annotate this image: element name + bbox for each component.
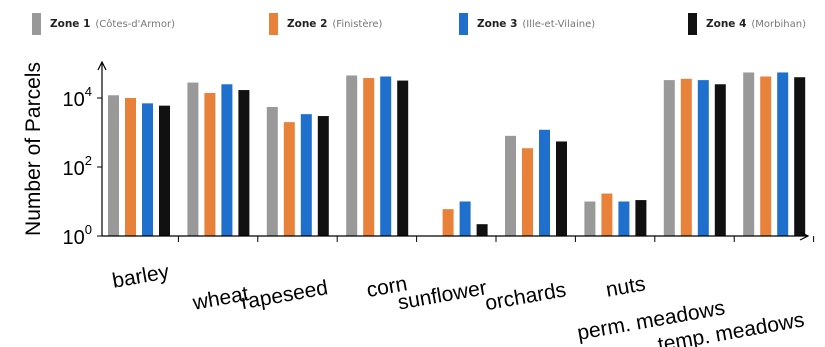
- x-axis-arrow: [799, 231, 810, 241]
- bar-rapeseed-zone-2: [283, 122, 295, 236]
- y-tick-label: 104: [63, 84, 92, 111]
- bar-temp-meadows-zone-4: [794, 77, 806, 236]
- bar-temp-meadows-zone-1: [743, 72, 755, 236]
- legend-swatch-zone-2: [269, 13, 278, 35]
- bar-barley-zone-4: [159, 105, 170, 236]
- bar-barley-zone-2: [125, 98, 136, 236]
- legend-note-zone-4: (Morbihan): [751, 18, 806, 30]
- legend-item-zone-4: Zone 4 (Morbihan): [688, 13, 806, 35]
- bar-rapeseed-zone-1: [266, 106, 278, 236]
- bar-perm-meadows-zone-4: [714, 84, 726, 236]
- bar-wheat-zone-1: [187, 82, 199, 236]
- y-tick-label: 100: [63, 222, 92, 249]
- bar-nuts-zone-3: [618, 201, 630, 236]
- bar-sunflower-zone-3: [459, 201, 471, 236]
- bar-barley-zone-3: [142, 103, 153, 236]
- bar-temp-meadows-zone-3: [777, 72, 789, 236]
- axes-layer: [97, 60, 815, 242]
- x-tick-label-barley: barley: [111, 260, 172, 293]
- legend-note-zone-1: (Côtes-d'Armor): [95, 18, 176, 30]
- bar-corn-zone-2: [363, 77, 375, 236]
- bar-corn-zone-4: [397, 80, 409, 236]
- x-tick-label-sunflower: sunflower: [396, 276, 489, 314]
- legend-label-zone-1: Zone 1: [50, 18, 91, 30]
- bar-orchards-zone-3: [539, 129, 550, 236]
- bar-orchards-zone-4: [556, 141, 567, 236]
- bar-wheat-zone-4: [238, 90, 250, 236]
- bar-perm-meadows-zone-1: [663, 80, 675, 236]
- bar-orchards-zone-2: [522, 148, 533, 236]
- bar-rapeseed-zone-3: [300, 114, 312, 236]
- bars-layer: [108, 72, 806, 237]
- bar-sunflower-zone-2: [442, 209, 454, 236]
- bar-wheat-zone-3: [221, 84, 233, 236]
- bar-barley-zone-1: [108, 95, 119, 236]
- x-tick-label-nuts: nuts: [604, 272, 647, 302]
- legend-label-zone-4: Zone 4: [706, 18, 747, 30]
- legend-label-zone-3: Zone 3: [477, 18, 518, 30]
- y-tick-label: 102: [63, 153, 92, 180]
- bar-wheat-zone-2: [204, 92, 216, 236]
- bar-nuts-zone-1: [584, 201, 596, 236]
- y-axis-arrow: [97, 60, 107, 71]
- bar-nuts-zone-4: [635, 200, 647, 236]
- bar-perm-meadows-zone-3: [697, 80, 709, 236]
- legend-item-zone-1: Zone 1 (Côtes-d'Armor): [32, 13, 175, 35]
- legend-item-zone-3: Zone 3 (Ille-et-Vilaine): [459, 13, 595, 35]
- legend-swatch-zone-1: [32, 13, 41, 35]
- legend-note-zone-2: (Finistère): [332, 18, 383, 30]
- legend-swatch-zone-4: [688, 13, 697, 35]
- bar-sunflower-zone-4: [476, 224, 488, 236]
- bar-rapeseed-zone-4: [317, 116, 329, 236]
- x-tick-label-orchards: orchards: [483, 278, 567, 315]
- legend-item-zone-2: Zone 2 (Finistère): [269, 13, 382, 35]
- y-axis-label: Number of Parcels: [22, 62, 45, 236]
- bar-corn-zone-1: [346, 75, 358, 236]
- bar-perm-meadows-zone-2: [680, 78, 692, 237]
- legend-label-zone-2: Zone 2: [287, 18, 328, 30]
- bar-nuts-zone-2: [601, 193, 613, 236]
- legend-note-zone-3: (Ille-et-Vilaine): [522, 18, 596, 30]
- x-tick-label-rapeseed: rapeseed: [239, 276, 329, 314]
- bar-corn-zone-3: [380, 76, 392, 237]
- legend-swatch-zone-3: [459, 13, 468, 35]
- bar-temp-meadows-zone-2: [760, 76, 772, 237]
- bar-orchards-zone-1: [505, 135, 516, 236]
